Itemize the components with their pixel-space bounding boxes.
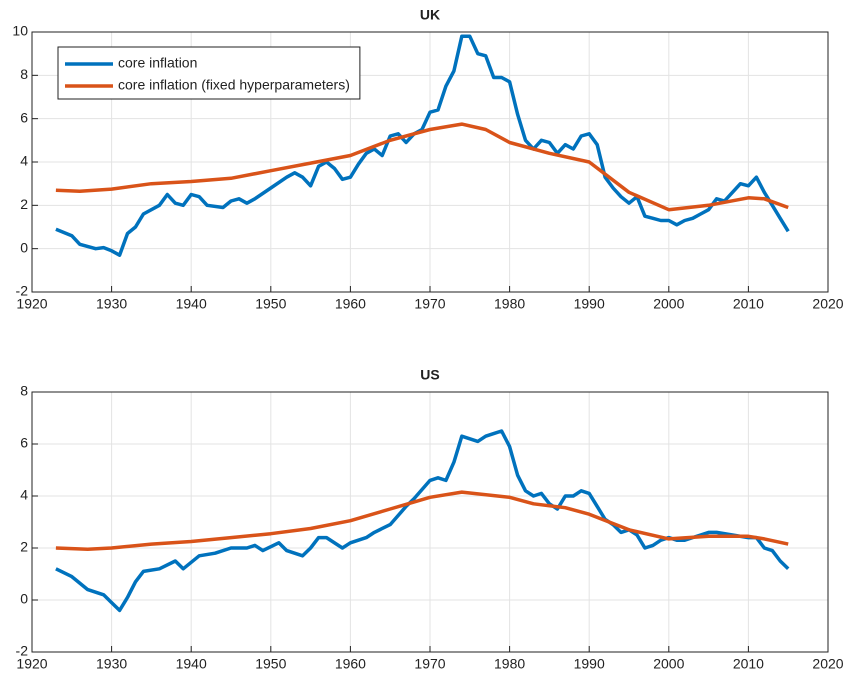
legend-label: core inflation [118, 55, 197, 71]
x-tick-label: 1940 [176, 296, 207, 312]
legend-label: core inflation (fixed hyperparameters) [118, 77, 350, 93]
y-tick-label: 0 [20, 591, 28, 607]
y-tick-label: 6 [20, 109, 28, 125]
x-tick-label: 1960 [335, 656, 366, 672]
x-tick-label: 1950 [255, 656, 286, 672]
y-tick-label: 8 [20, 383, 28, 399]
line [55, 122, 789, 212]
x-tick-label: 2000 [653, 296, 684, 312]
x-tick-label: 2020 [812, 296, 843, 312]
y-tick-label: 0 [20, 239, 28, 255]
y-tick-label: -2 [16, 283, 29, 299]
x-tick-label: 1970 [414, 656, 445, 672]
legend-box [57, 46, 361, 100]
axes-box [31, 31, 829, 293]
legend: core inflation core inflation (fixed hype… [57, 46, 361, 100]
x-tick-label: 1920 [16, 656, 47, 672]
x-tick-label: 1970 [414, 296, 445, 312]
y-tick-label: 4 [20, 153, 28, 169]
line [55, 34, 790, 257]
x-tick-label: 1980 [494, 656, 525, 672]
y-tick-label: 2 [20, 539, 28, 555]
x-tick-label: 2010 [733, 296, 764, 312]
x-tick-label: 1930 [96, 296, 127, 312]
x-tick-label: 2000 [653, 656, 684, 672]
y-tick-label: 8 [20, 66, 28, 82]
y-tick-label: 4 [20, 487, 28, 503]
x-tick-label: 1980 [494, 296, 525, 312]
x-tick-label: 1930 [96, 656, 127, 672]
y-tick-label: -2 [16, 643, 29, 659]
x-tick-label: 1990 [574, 296, 605, 312]
x-tick-label: 1940 [176, 656, 207, 672]
y-tick-label: 2 [20, 196, 28, 212]
x-tick-label: 1960 [335, 296, 366, 312]
x-tick-label: 1950 [255, 296, 286, 312]
y-tick-label: 10 [12, 23, 28, 39]
chart-title: UK [420, 7, 440, 23]
x-tick-label: 2020 [812, 656, 843, 672]
y-tick-label: 6 [20, 435, 28, 451]
x-tick-label: 2010 [733, 656, 764, 672]
x-tick-label: 1990 [574, 656, 605, 672]
axes-box [31, 391, 829, 653]
chart-title: US [420, 367, 439, 383]
x-tick-label: 1920 [16, 296, 47, 312]
line [55, 490, 789, 552]
